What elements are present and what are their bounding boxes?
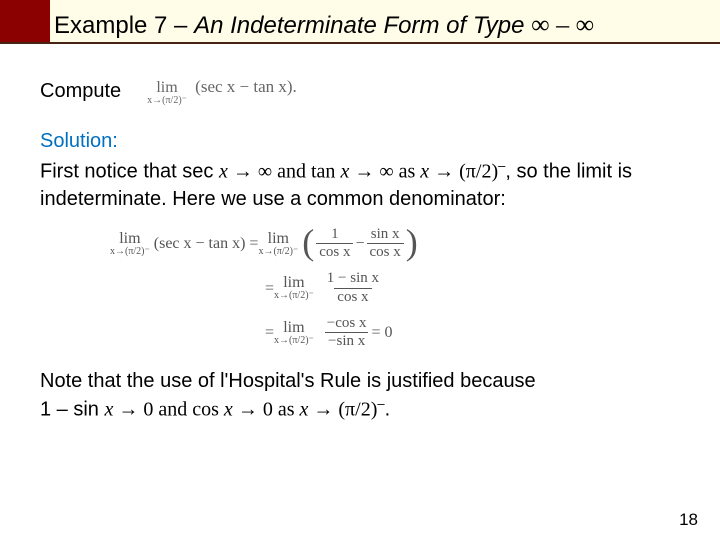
title-math: ∞ – ∞ [531,10,594,39]
slide-title: Example 7 – An Indeterminate Form of Typ… [54,10,594,40]
title-dash: – [167,12,194,39]
note-text: Note that the use of l'Hospital's Rule i… [40,368,680,424]
solution-body: First notice that sec x → ∞ and tan x → … [40,157,680,213]
compute-label: Compute [40,78,121,105]
title-underline [0,42,720,44]
solution-heading: Solution: [40,128,680,155]
compute-line: Compute lim x→(π/2)⁻ (sec x − tan x). [40,76,680,106]
math-derivation: lim x→(π/2)⁻ (sec x − tan x) = lim x→(π/… [110,227,680,351]
red-accent-block [0,0,50,42]
title-prefix: Example 7 [54,12,167,39]
page-number: 18 [679,510,698,530]
compute-limit: lim x→(π/2)⁻ (sec x − tan x). [147,76,297,106]
title-italic: An Indeterminate Form of Type [194,12,531,39]
content-area: Compute lim x→(π/2)⁻ (sec x − tan x). So… [0,58,720,424]
math-row-3: = lim x→(π/2)⁻ −cos x−sin x = 0 [110,316,680,351]
math-row-1: lim x→(π/2)⁻ (sec x − tan x) = lim x→(π/… [110,227,680,262]
title-bar: Example 7 – An Indeterminate Form of Typ… [0,0,720,58]
math-row-2: = lim x→(π/2)⁻ 1 − sin xcos x [110,271,680,306]
